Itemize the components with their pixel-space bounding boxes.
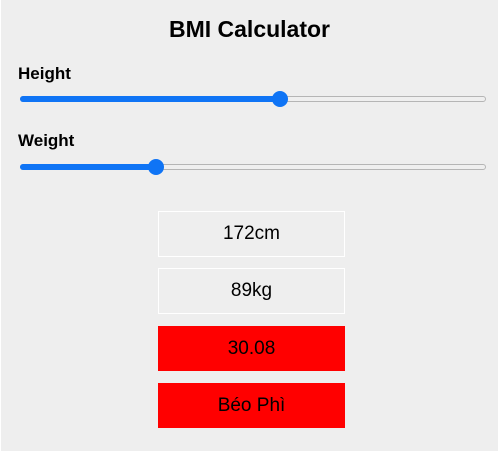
weight-label: Weight bbox=[18, 131, 75, 150]
bmi-result: 30.08 bbox=[158, 326, 345, 371]
page-title: BMI Calculator bbox=[168, 16, 331, 42]
weight-slider[interactable] bbox=[20, 159, 486, 175]
weight-value-display: 89kg bbox=[158, 268, 345, 314]
height-value-display: 172cm bbox=[158, 211, 345, 257]
height-label: Height bbox=[18, 64, 71, 83]
weight-slider-thumb[interactable] bbox=[148, 159, 164, 175]
height-slider[interactable] bbox=[20, 91, 486, 107]
bmi-status-badge: Béo Phì bbox=[158, 383, 345, 428]
weight-slider-fill bbox=[20, 164, 156, 170]
height-slider-thumb[interactable] bbox=[272, 91, 288, 107]
height-slider-fill bbox=[20, 96, 280, 102]
